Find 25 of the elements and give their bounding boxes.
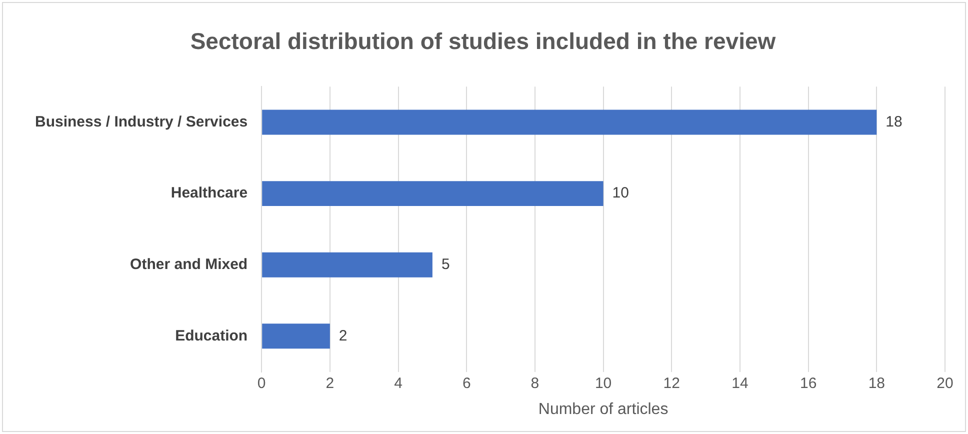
bar xyxy=(262,252,432,278)
x-tick-label: 2 xyxy=(326,374,334,392)
y-tick-label: Business / Industry / Services xyxy=(35,113,248,130)
x-tick-label: 0 xyxy=(257,374,266,392)
x-tick-label: 8 xyxy=(530,374,540,392)
bar xyxy=(262,110,877,135)
y-tick-label: Education xyxy=(175,327,248,344)
data-label: 10 xyxy=(612,184,629,202)
data-label: 18 xyxy=(886,113,902,130)
x-tick-label: 6 xyxy=(462,374,471,392)
x-axis-title: Number of articles xyxy=(538,400,668,418)
x-tick-label: 18 xyxy=(868,374,886,392)
x-tick-label: 20 xyxy=(936,374,954,392)
data-label: 5 xyxy=(441,256,450,273)
data-label: 2 xyxy=(338,327,348,344)
x-tick-label: 16 xyxy=(800,374,817,392)
x-tick-label: 10 xyxy=(594,374,612,392)
x-tick-label: 4 xyxy=(394,374,402,392)
x-tick-label: 12 xyxy=(663,374,680,392)
y-tick-label: Other and Mixed xyxy=(130,256,248,273)
bar xyxy=(262,181,604,206)
x-tick-label: 14 xyxy=(732,374,748,392)
bar xyxy=(262,324,330,349)
chart-title: Sectoral distribution of studies included in the review xyxy=(190,28,776,54)
y-tick-label: Healthcare xyxy=(170,184,248,202)
